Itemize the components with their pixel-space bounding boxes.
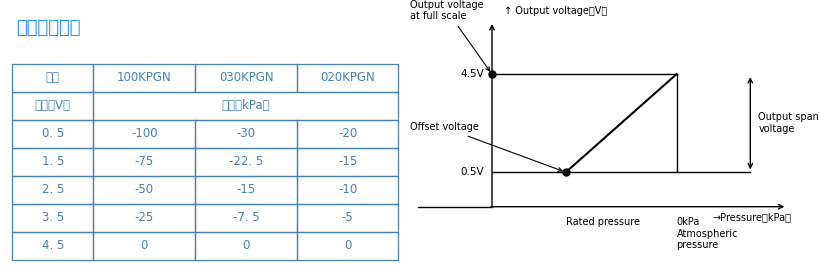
Text: 0kPa
Atmospheric
pressure: 0kPa Atmospheric pressure — [676, 217, 737, 250]
Text: 型号: 型号 — [46, 71, 60, 84]
Text: -20: -20 — [337, 127, 357, 140]
Text: -100: -100 — [131, 127, 157, 140]
Text: 0.5V: 0.5V — [459, 167, 483, 177]
Text: →Pressure（kPa）: →Pressure（kPa） — [712, 212, 790, 222]
Text: -7. 5: -7. 5 — [233, 211, 260, 224]
Text: Rated pressure: Rated pressure — [565, 217, 639, 227]
Text: 0: 0 — [343, 239, 351, 252]
Text: 030KPGN: 030KPGN — [219, 71, 274, 84]
Text: 电压（V）: 电压（V） — [34, 99, 70, 112]
Text: 输出对应曲线: 输出对应曲线 — [16, 19, 81, 37]
Text: -10: -10 — [337, 183, 357, 196]
Text: 3. 5: 3. 5 — [42, 211, 64, 224]
Text: 2. 5: 2. 5 — [42, 183, 64, 196]
Text: 4. 5: 4. 5 — [42, 239, 64, 252]
Text: 0. 5: 0. 5 — [42, 127, 64, 140]
Text: Output voltage
at full scale: Output voltage at full scale — [410, 0, 489, 71]
Text: 100KPGN: 100KPGN — [117, 71, 171, 84]
Text: -50: -50 — [134, 183, 154, 196]
Text: Output span
voltage: Output span voltage — [758, 112, 818, 134]
Text: -15: -15 — [337, 155, 357, 168]
Text: Offset voltage: Offset voltage — [410, 122, 561, 171]
Text: -30: -30 — [237, 127, 256, 140]
Text: 0: 0 — [140, 239, 147, 252]
Text: 1. 5: 1. 5 — [42, 155, 64, 168]
Text: 020KPGN: 020KPGN — [320, 71, 374, 84]
Text: ↑ Output voltage（V）: ↑ Output voltage（V） — [504, 6, 607, 16]
Text: -5: -5 — [342, 211, 353, 224]
Text: -22. 5: -22. 5 — [229, 155, 263, 168]
Text: 0: 0 — [242, 239, 250, 252]
Text: 4.5V: 4.5V — [459, 69, 483, 79]
Text: 压力（kPa）: 压力（kPa） — [221, 99, 269, 112]
Text: -15: -15 — [237, 183, 256, 196]
Text: -25: -25 — [134, 211, 154, 224]
Text: -75: -75 — [134, 155, 154, 168]
